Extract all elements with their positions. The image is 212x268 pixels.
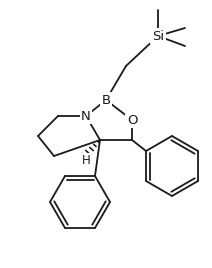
Text: N: N (81, 110, 91, 122)
Text: B: B (101, 94, 111, 106)
Text: H: H (82, 154, 90, 166)
Text: O: O (127, 114, 137, 126)
Text: Si: Si (152, 29, 164, 43)
